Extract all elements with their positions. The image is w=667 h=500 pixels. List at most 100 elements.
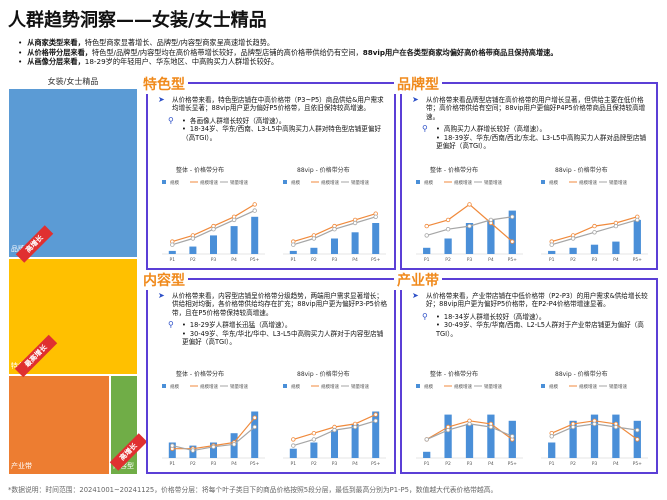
treemap-title: 女装/女士精品 xyxy=(47,77,99,86)
bar xyxy=(330,430,339,458)
sub-point: 30-49岁、华东/华南/西南、L2-L5人群对于产业带店铺更为偏好（高TGI）… xyxy=(436,321,650,338)
bullet-text: 18-29岁的年轻用户、华东地区、中高购买力人群增长较好。 xyxy=(84,57,279,66)
point xyxy=(510,239,515,244)
x-tick-label: P5+ xyxy=(633,257,643,263)
point xyxy=(291,242,296,247)
bar xyxy=(251,216,259,254)
bar xyxy=(465,423,474,458)
icon: ➤ xyxy=(412,95,419,104)
bullets: 从商家类型来看，特色型商家显著增长、品牌型/内容型商家呈高速增长趋势。从价格带分… xyxy=(18,38,658,67)
point xyxy=(613,223,619,229)
point xyxy=(424,223,429,229)
bullet-lead: 从画像分层来看， xyxy=(27,57,85,66)
legend-label: 销量增速 xyxy=(351,179,369,186)
icon: ➤ xyxy=(158,291,165,300)
sub-point: 各画像人群增长较好（高增速）。 xyxy=(182,117,388,125)
panel-tag: 产业带 xyxy=(394,270,442,290)
chart-title: 整体 - 价格带分布 xyxy=(176,166,224,174)
bar xyxy=(487,219,495,254)
bar xyxy=(168,250,176,254)
point xyxy=(352,220,358,226)
bullet-lead: 从商家类型来看， xyxy=(27,38,85,47)
chart-title: 88vip - 价格带分布 xyxy=(555,370,608,378)
x-tick-label: P2 xyxy=(445,257,451,263)
bar xyxy=(487,414,495,458)
x-tick-label: P5+ xyxy=(633,461,643,467)
x-tick-label: P3 xyxy=(467,257,473,263)
bar xyxy=(209,235,218,254)
x-tick-label: P4 xyxy=(488,461,494,467)
x-tick-label: P1 xyxy=(424,461,430,467)
x-tick-label: P2 xyxy=(311,461,317,467)
point xyxy=(252,424,257,430)
x-tick-label: P3 xyxy=(211,257,217,263)
point xyxy=(488,424,494,430)
sub-point: 18-34岁人群增长较好（高增速）。 xyxy=(436,313,650,321)
bar xyxy=(508,210,516,254)
legend-label: 销量增速 xyxy=(484,383,502,390)
point xyxy=(570,236,576,241)
point xyxy=(445,217,451,223)
x-tick-label: P5+ xyxy=(371,461,381,467)
bar xyxy=(465,223,474,254)
sub-point: 高购买力人群增长较好（高增速）。 xyxy=(436,125,650,133)
bar xyxy=(612,414,620,458)
point xyxy=(467,421,472,427)
point xyxy=(252,208,257,213)
point xyxy=(211,226,216,232)
bar xyxy=(289,250,297,254)
point xyxy=(373,412,378,417)
x-tick-label: P2 xyxy=(190,257,196,263)
point xyxy=(424,437,429,442)
point xyxy=(252,202,257,207)
x-tick-label: P3 xyxy=(211,461,217,467)
bar xyxy=(189,246,197,254)
x-tick-label: P3 xyxy=(332,461,338,467)
sub-point: 30-49岁、华东/华北/华中、L3-L5中高购买力人群对于内容型店铺更偏好（高… xyxy=(182,330,388,347)
x-tick-label: P4 xyxy=(352,461,358,467)
point xyxy=(445,226,451,232)
x-tick-label: P3 xyxy=(467,461,473,467)
panel-tag: 品牌型 xyxy=(394,74,442,94)
legend-label: 规模 xyxy=(291,179,300,186)
point xyxy=(424,233,429,238)
point xyxy=(373,214,378,219)
point xyxy=(170,242,175,247)
legend-swatch xyxy=(541,180,545,184)
panel-tag: 内容型 xyxy=(140,270,188,290)
point xyxy=(549,242,554,247)
sub-points: ⚲ 各画像人群增长较好（高增速）。18-34岁、华东/西南、L3-L5中高购买力人… xyxy=(168,116,388,142)
point xyxy=(467,223,472,229)
point-text: 从价格带来看品牌型店铺在高价格带的用户增长显著，但供给主要在低价格带；高价格带供… xyxy=(426,96,646,121)
point xyxy=(488,217,494,223)
panel: 内容型 ➤ 从价格带来看，内容型店铺呈价格带分级趋势，两端用户需求显著增长；供给相对… xyxy=(140,270,396,474)
bar xyxy=(209,442,218,458)
legend-label: 销量增速 xyxy=(484,179,502,186)
legend-label: 规模增速 xyxy=(579,179,597,186)
point: ➤ 从价格带来看，内容型店铺呈价格带分级趋势，两端用户需求显著增长；供给相对均衡，… xyxy=(158,291,388,317)
panel-text: ➤ 从价格带来看品牌型店铺在高价格带的用户增长显著，但供给主要在低价格带；高价格带… xyxy=(412,95,650,150)
legend-swatch xyxy=(541,384,545,388)
point xyxy=(635,217,640,223)
icon: ⚲ xyxy=(422,311,428,321)
bar xyxy=(351,232,359,254)
legend-label: 规模 xyxy=(170,383,179,390)
point xyxy=(635,437,640,442)
legend-label: 规模增速 xyxy=(454,383,472,390)
bar xyxy=(590,414,599,458)
legend-label: 规模 xyxy=(170,179,179,186)
panel-text: ➤ 从价格带来看，产业带店铺在中低价格带（P2-P3）的用户需求&供给增长较好；8… xyxy=(412,291,650,338)
point xyxy=(291,437,296,442)
title: 人群趋势洞察——女装/女士精品 xyxy=(8,10,267,31)
bar xyxy=(310,442,318,458)
bar xyxy=(330,238,339,254)
footnote: *数据说明：时间范围：20241001~20241125，价格带分层：将每个叶子… xyxy=(8,486,498,494)
point xyxy=(311,430,317,436)
point xyxy=(549,434,554,439)
icon: ➤ xyxy=(412,291,419,300)
legend-swatch xyxy=(416,180,420,184)
point xyxy=(252,415,257,420)
legend-label: 规模增速 xyxy=(579,383,597,390)
